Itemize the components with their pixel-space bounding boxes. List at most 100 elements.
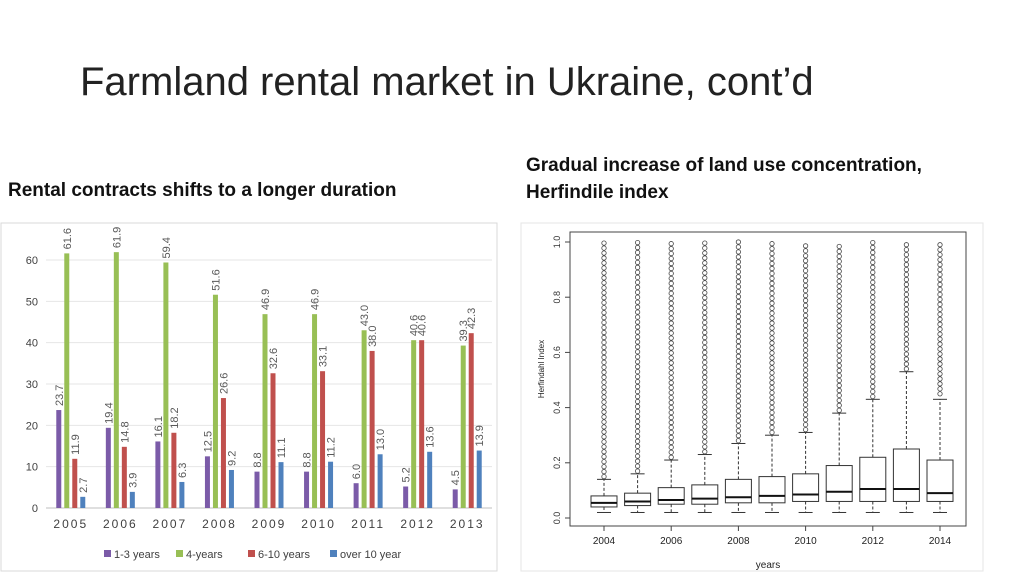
outlier-point <box>836 298 842 304</box>
bar <box>452 489 458 508</box>
outlier-point <box>668 255 674 262</box>
outlier-point <box>836 253 842 259</box>
outlier-point <box>802 417 809 423</box>
outlier-point <box>668 414 674 421</box>
outlier-point <box>735 299 741 305</box>
outlier-point <box>702 270 708 276</box>
outlier-point <box>937 356 943 362</box>
bar <box>179 481 185 508</box>
legend-label: 6-10 years <box>258 549 310 561</box>
outlier-point <box>635 269 641 275</box>
outlier-point <box>802 337 809 343</box>
outlier-point <box>937 262 943 268</box>
x-tick-label: 2012 <box>862 536 885 547</box>
outlier-point <box>769 295 775 301</box>
outlier-point <box>702 414 708 420</box>
outlier-point <box>937 291 943 298</box>
outlier-point <box>802 412 809 418</box>
box-iqr <box>792 473 820 502</box>
outlier-point <box>769 290 775 296</box>
outlier-point <box>635 408 641 415</box>
outlier-point <box>702 319 708 326</box>
outlier-point <box>802 387 809 393</box>
outlier-point <box>702 344 708 351</box>
outlier-point <box>601 364 607 370</box>
box <box>724 239 752 513</box>
outlier-point <box>870 289 876 295</box>
outlier-point <box>668 400 674 406</box>
outlier-point <box>836 243 842 250</box>
outlier-point <box>769 390 775 396</box>
box <box>825 243 853 513</box>
outlier-point <box>601 409 607 415</box>
outlier-point <box>635 403 641 410</box>
outlier-point <box>836 343 842 349</box>
outlier-point <box>870 244 876 251</box>
data-label: 42.3 <box>466 308 478 329</box>
outlier-point <box>668 260 674 267</box>
outlier-point <box>601 324 607 331</box>
outlier-point <box>937 296 943 303</box>
bar <box>254 471 260 508</box>
outlier-point <box>802 332 809 338</box>
outlier-point <box>668 290 674 296</box>
plot-area <box>569 231 967 527</box>
data-label: 23.7 <box>54 385 66 406</box>
outlier-point <box>836 392 842 399</box>
outlier-point <box>769 270 775 277</box>
outlier-point <box>668 246 674 252</box>
outlier-point <box>601 374 607 380</box>
outlier-point <box>870 384 876 390</box>
outlier-point <box>870 279 876 285</box>
outlier-point <box>802 302 809 309</box>
outlier-point <box>668 444 674 450</box>
outlier-point <box>769 370 775 376</box>
outlier-point <box>635 413 641 420</box>
outlier-point <box>668 370 674 376</box>
outlier-point <box>668 424 674 431</box>
outlier-point <box>769 315 775 321</box>
outlier-point <box>903 266 909 273</box>
outlier-point <box>903 361 909 367</box>
outlier-point <box>836 303 842 309</box>
outlier-point <box>702 359 708 365</box>
bar <box>369 350 375 508</box>
outlier-point <box>635 364 641 370</box>
outlier-point <box>937 351 943 357</box>
outlier-point <box>870 354 876 360</box>
outlier-point <box>635 453 641 459</box>
outlier-point <box>802 397 809 403</box>
outlier-point <box>836 278 842 284</box>
data-label: 61.6 <box>62 228 74 249</box>
x-tick-label: 2007 <box>153 517 188 531</box>
x-tick-label: 2008 <box>727 536 750 547</box>
outlier-point <box>735 383 741 389</box>
outlier-point <box>601 339 607 346</box>
outlier-point <box>735 323 741 330</box>
outlier-point <box>870 334 876 340</box>
outlier-point <box>635 359 641 365</box>
outlier-point <box>836 397 842 404</box>
y-tick-label: 20 <box>26 420 38 432</box>
outlier-point <box>601 449 607 455</box>
bar <box>121 446 127 508</box>
y-tick-label: 0.8 <box>552 291 562 304</box>
outlier-point <box>802 248 809 254</box>
outlier-point <box>668 335 674 341</box>
outlier-point <box>668 315 674 321</box>
x-tick-label: 2004 <box>593 536 616 547</box>
outlier-point <box>635 239 641 246</box>
outlier-point <box>601 329 607 336</box>
outlier-point <box>903 316 909 322</box>
outlier-point <box>635 304 641 310</box>
data-label: 18.2 <box>169 407 181 428</box>
outlier-point <box>802 263 809 269</box>
outlier-point <box>769 310 775 316</box>
outlier-point <box>769 385 775 391</box>
x-tick-label: 2013 <box>450 517 485 531</box>
outlier-point <box>903 257 909 263</box>
y-tick-label: 0.6 <box>552 346 562 359</box>
outlier-point <box>903 291 909 298</box>
data-label: 13.9 <box>474 425 486 446</box>
bar <box>328 461 334 508</box>
